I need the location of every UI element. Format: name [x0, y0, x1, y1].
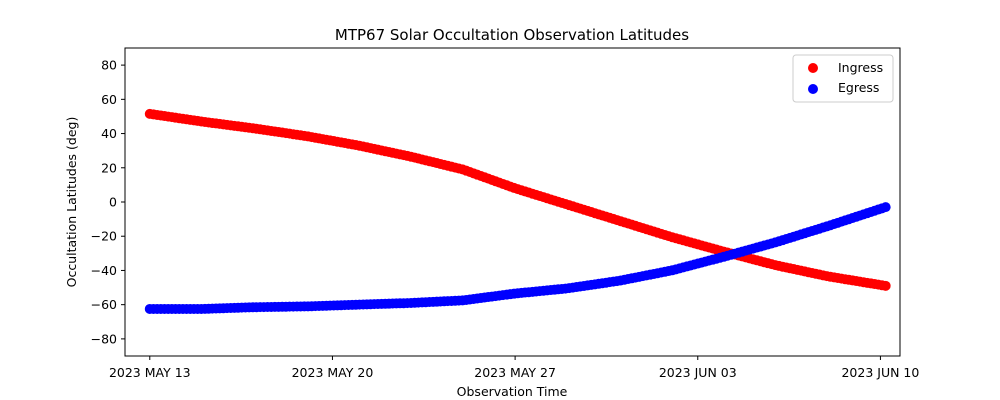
x-axis-label: Observation Time	[457, 384, 568, 399]
legend: Ingress Egress	[792, 54, 894, 103]
y-tick-label: 60	[101, 92, 117, 107]
x-tick-label: 2023 MAY 20	[292, 365, 374, 380]
y-tick-label: −80	[91, 331, 117, 346]
x-tick-label: 2023 MAY 27	[474, 365, 556, 380]
y-tick-label: −60	[91, 297, 117, 312]
y-tick-label: 0	[109, 195, 117, 210]
y-tick-label: −20	[91, 229, 117, 244]
y-tick-label: −40	[91, 263, 117, 278]
y-axis-label: Occultation Latitudes (deg)	[64, 117, 79, 288]
x-axis: 2023 MAY 13 2023 MAY 20 2023 MAY 27 2023 JU…	[109, 356, 919, 380]
legend-label-egress: Egress	[838, 80, 879, 95]
y-tick-label: 20	[101, 160, 117, 175]
y-tick-label: 80	[101, 58, 117, 73]
x-tick-label: 2023 MAY 13	[109, 365, 191, 380]
legend-marker-ingress	[808, 63, 818, 73]
legend-label-ingress: Ingress	[838, 60, 883, 75]
ingress-point	[880, 280, 891, 291]
y-axis: −80 −60 −40 −20 0 20 40 60 80	[91, 58, 125, 346]
x-tick-label: 2023 JUN 10	[841, 365, 919, 380]
x-tick-label: 2023 JUN 03	[659, 365, 737, 380]
chart-title: MTP67 Solar Occultation Observation Lati…	[335, 26, 689, 44]
series-egress	[144, 202, 891, 314]
legend-marker-egress	[808, 84, 818, 94]
points-layer	[144, 108, 891, 314]
legend-box	[792, 54, 894, 103]
egress-point	[880, 202, 891, 213]
y-tick-label: 40	[101, 126, 117, 141]
series-ingress	[144, 108, 891, 291]
